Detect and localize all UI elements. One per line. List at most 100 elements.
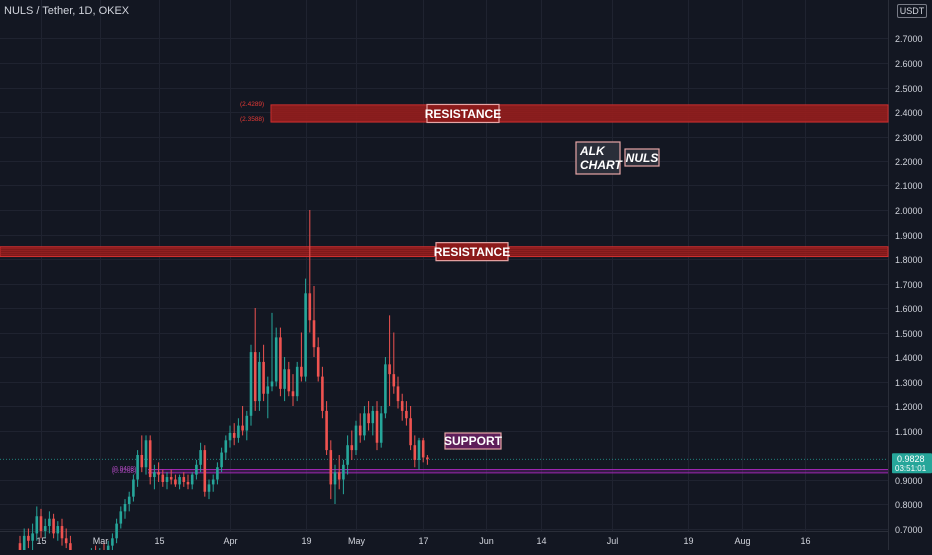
candle-body (417, 440, 421, 460)
grid-lines (0, 0, 888, 531)
candle-up (371, 406, 375, 436)
candle-down (169, 469, 173, 485)
candle-body (333, 472, 337, 485)
alk-chart-line-1: ALK (579, 144, 606, 158)
candle-up (379, 406, 383, 448)
y-tick-label: 2.5000 (895, 84, 923, 94)
candle-body (69, 543, 72, 555)
candle-up (132, 474, 135, 502)
candle-up (136, 450, 139, 487)
candle-body (295, 366, 299, 397)
candle-body (283, 369, 286, 389)
candle-down (409, 406, 412, 451)
candle-down (388, 315, 391, 406)
candle-up (165, 472, 169, 490)
candle-down (421, 437, 425, 463)
candle-down (174, 474, 177, 487)
candle-down (325, 401, 328, 455)
candle-up (295, 361, 299, 402)
candle-body (203, 450, 207, 492)
candle-body (178, 477, 181, 485)
candles (18, 210, 429, 555)
candle-up (211, 474, 215, 492)
candle-body (199, 450, 202, 465)
candle-up (153, 464, 156, 490)
resistance-label: RESISTANCE (434, 245, 510, 259)
candle-body (123, 504, 127, 512)
candle-down (203, 445, 207, 497)
last-price-badge[interactable] (892, 453, 932, 474)
candle-body (262, 361, 265, 394)
candle-up (258, 352, 261, 411)
candle-down (316, 337, 320, 382)
candle-body (148, 440, 152, 478)
x-tick-label: 15 (154, 536, 164, 546)
y-tick-label: 2.7000 (895, 34, 923, 44)
support-label: SUPPORT (444, 434, 503, 448)
nuls-badge (624, 148, 660, 167)
candle-down (337, 455, 341, 490)
candle-down (39, 508, 43, 539)
candle-body (119, 511, 123, 524)
support-price-top: (0.9408) (112, 466, 136, 473)
candle-body (291, 391, 295, 397)
candle-body (140, 455, 144, 468)
x-tick-label: Apr (223, 536, 237, 546)
candle-down (312, 285, 316, 357)
alk-chart-badge (575, 141, 621, 175)
candle-body (186, 481, 190, 485)
candle-up (237, 418, 240, 443)
candle-up (216, 462, 219, 485)
candle-body (312, 320, 316, 348)
candle-up (31, 523, 34, 553)
candle-body (56, 526, 60, 534)
candle-up (283, 357, 286, 402)
price-axis[interactable]: 2.7000 2.6000 2.5000 2.4000 2.3000 2.2000 2.10… (892, 34, 932, 555)
x-tick-label: Jul (607, 536, 619, 546)
candle-body (169, 477, 173, 480)
y-tick-label: 2.4000 (895, 108, 923, 118)
candle-body (136, 455, 139, 480)
candle-body (253, 352, 257, 402)
candle-down (157, 462, 160, 482)
resistance-zone (270, 104, 889, 123)
candle-body (358, 425, 362, 436)
currency-selector[interactable]: USDT (897, 4, 927, 18)
y-tick-label: 1.5000 (895, 329, 923, 339)
x-tick-label: 17 (418, 536, 428, 546)
candle-up (220, 447, 223, 473)
candle-down (52, 513, 55, 539)
candle-body (258, 361, 261, 402)
candle-body (60, 526, 64, 539)
candle-up (48, 511, 51, 534)
candle-up (266, 376, 270, 419)
x-tick-label: 19 (301, 536, 311, 546)
candle-down (148, 435, 152, 485)
candle-body (400, 401, 404, 411)
x-tick-label: 19 (683, 536, 693, 546)
y-tick-label: 1.8000 (895, 255, 923, 265)
x-tick-label: Mar (93, 536, 109, 546)
candle-up (245, 410, 249, 441)
candle-body (270, 381, 274, 387)
candle-body (115, 523, 118, 539)
symbol-title[interactable]: NULS / Tether, 1D, OKEX (4, 5, 130, 17)
candle-body (321, 376, 324, 411)
candle-body (346, 445, 349, 465)
candle-up (363, 406, 366, 441)
y-tick-label: 2.1000 (895, 181, 923, 191)
candle-body (392, 374, 396, 387)
time-axis[interactable]: 15 Mar 15 Apr 19 May 17 Jun 14 Jul 19 Aug 16 (36, 536, 810, 546)
candle-down (375, 401, 379, 451)
x-tick-label: Jun (479, 536, 494, 546)
candle-down (405, 401, 408, 426)
candle-down (321, 366, 324, 419)
candle-down (350, 430, 354, 460)
candle-body (64, 538, 68, 544)
candle-body (405, 410, 408, 419)
x-tick-label: May (348, 536, 366, 546)
candle-body (337, 472, 341, 480)
candle-up (127, 491, 131, 512)
